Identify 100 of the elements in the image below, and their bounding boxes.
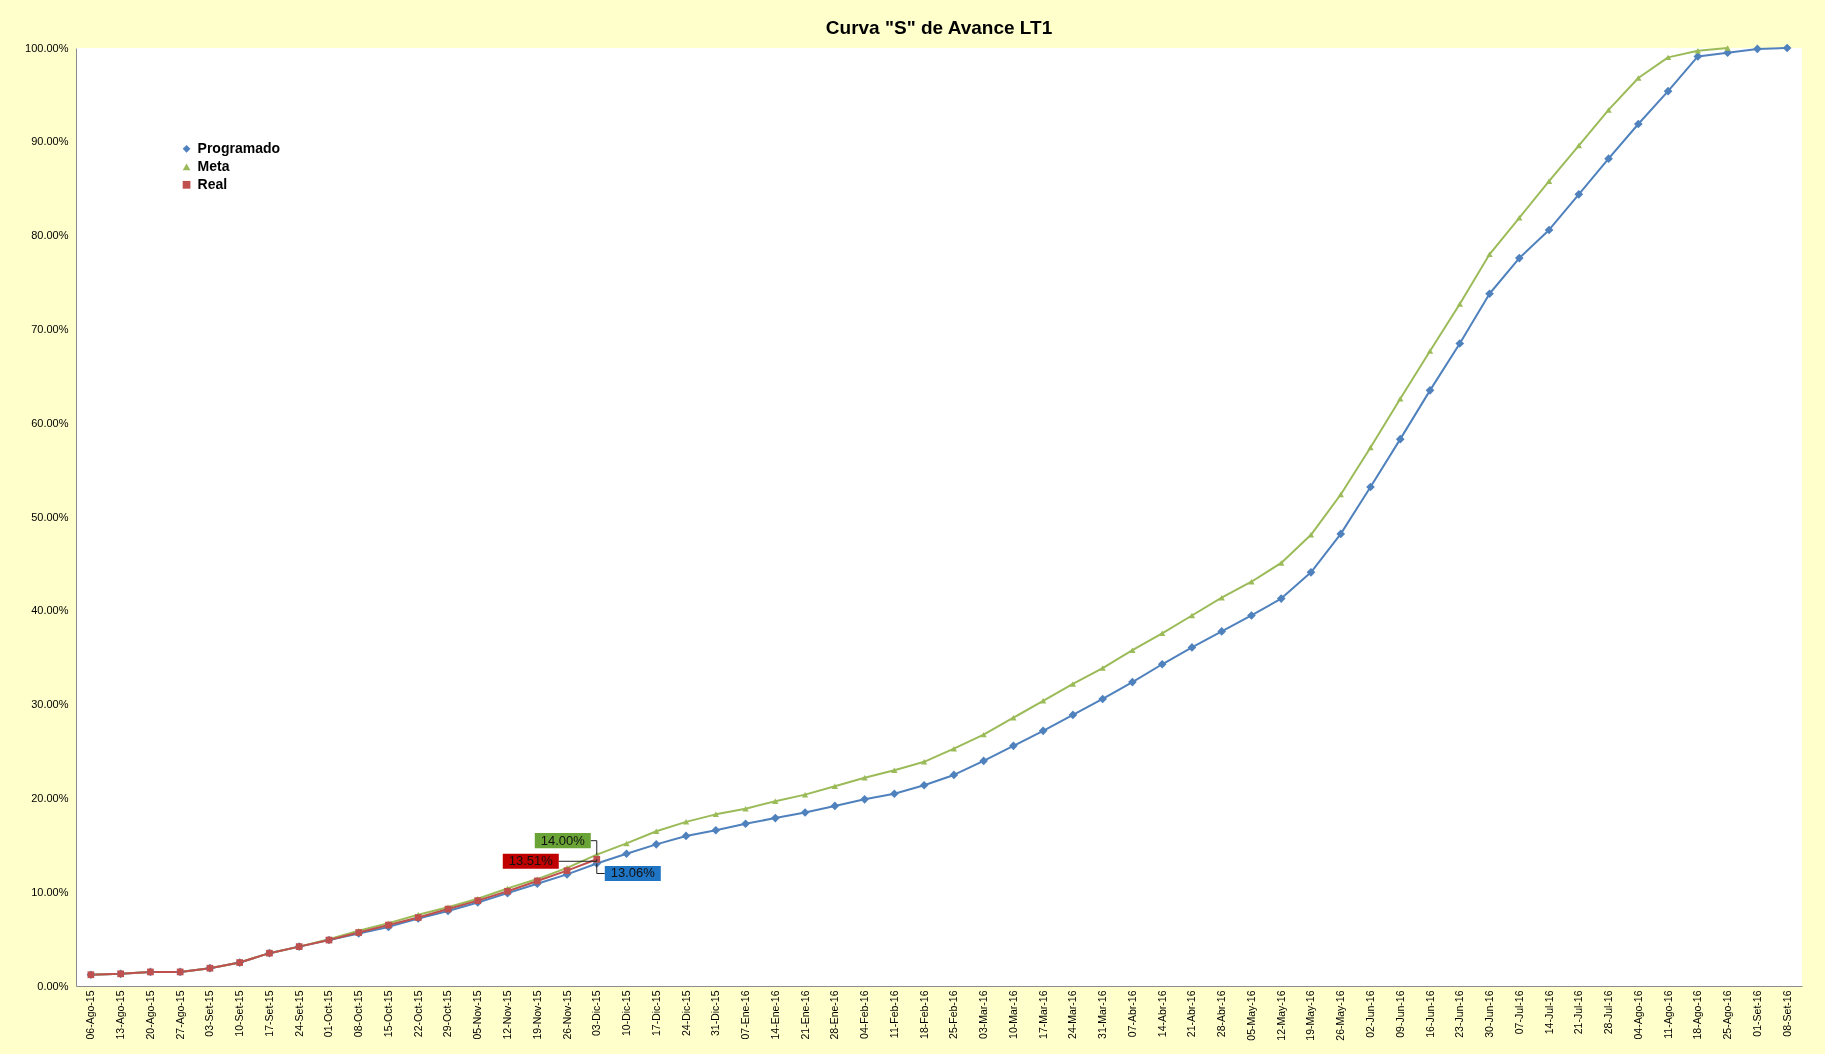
x-tick-label: 24-Set-15 bbox=[292, 990, 305, 1037]
point bbox=[1455, 339, 1465, 348]
data-label: 13.06% bbox=[610, 865, 656, 881]
x-tick-label: 21-Jul-16 bbox=[1572, 990, 1585, 1035]
point bbox=[651, 840, 661, 849]
point bbox=[622, 849, 631, 859]
x-tick-label: 05-Nov-15 bbox=[471, 990, 484, 1040]
y-tick-label: 10.00% bbox=[31, 885, 69, 898]
x-tick-label: 03-Set-15 bbox=[203, 990, 216, 1037]
point bbox=[1545, 178, 1553, 184]
x-tick-label: 26-Nov-15 bbox=[560, 990, 573, 1040]
y-tick-label: 100.00% bbox=[25, 41, 69, 54]
point bbox=[1663, 86, 1673, 96]
x-tick-label: 12-Nov-15 bbox=[501, 990, 513, 1040]
point bbox=[1395, 434, 1405, 444]
x-tick-label: 09-Jun-16 bbox=[1393, 990, 1406, 1038]
x-tick-label: 19-May-16 bbox=[1304, 990, 1317, 1041]
x-tick-label: 23-Jun-16 bbox=[1453, 990, 1466, 1038]
point bbox=[1426, 348, 1434, 354]
y-tick-label: 70.00% bbox=[31, 322, 69, 335]
x-tick-label: 25-Ago-16 bbox=[1721, 990, 1734, 1040]
x-tick-label: 31-Mar-16 bbox=[1096, 990, 1109, 1039]
point bbox=[1724, 45, 1731, 51]
point bbox=[891, 767, 898, 773]
y-tick-label: 20.00% bbox=[31, 791, 69, 804]
point bbox=[1397, 396, 1404, 402]
point bbox=[772, 798, 779, 804]
x-tick-label: 18-Feb-16 bbox=[917, 990, 930, 1039]
x-tick-label: 14-Abr-16 bbox=[1155, 990, 1168, 1038]
point bbox=[1247, 611, 1256, 620]
point bbox=[1485, 289, 1494, 299]
point bbox=[1039, 698, 1047, 704]
point bbox=[861, 775, 868, 781]
point bbox=[771, 813, 780, 823]
x-tick-label: 17-Dic-15 bbox=[649, 990, 662, 1037]
x-tick-label: 26-May-16 bbox=[1334, 990, 1347, 1041]
x-tick-label: 14-Ene-16 bbox=[768, 990, 781, 1040]
x-tick-label: 08-Oct-15 bbox=[352, 990, 365, 1038]
point bbox=[1276, 594, 1286, 603]
x-tick-label: 30-Jun-16 bbox=[1483, 990, 1496, 1038]
point bbox=[1217, 627, 1227, 636]
x-tick-label: 07-Jul-16 bbox=[1512, 990, 1525, 1035]
legend-label: Meta bbox=[197, 157, 230, 174]
point bbox=[1306, 568, 1316, 577]
x-tick-label: 27-Ago-15 bbox=[173, 990, 186, 1040]
x-tick-label: 17-Mar-16 bbox=[1036, 990, 1049, 1039]
point bbox=[1694, 48, 1702, 54]
data-label: 13.51% bbox=[508, 853, 554, 869]
point bbox=[1544, 225, 1554, 235]
x-tick-label: 15-Oct-15 bbox=[381, 990, 394, 1038]
y-tick-label: 0.00% bbox=[37, 979, 69, 992]
x-tick-label: 13-Ago-15 bbox=[114, 990, 127, 1040]
x-tick-label: 22-Oct-15 bbox=[411, 990, 424, 1038]
x-tick-label: 25-Feb-16 bbox=[947, 990, 960, 1039]
legend-label: Programado bbox=[197, 139, 281, 156]
y-tick-label: 50.00% bbox=[31, 510, 69, 523]
x-tick-label: 07-Abr-16 bbox=[1125, 990, 1138, 1038]
point bbox=[1516, 215, 1523, 221]
point bbox=[653, 828, 660, 834]
point bbox=[1604, 154, 1613, 164]
point bbox=[682, 819, 690, 825]
x-tick-label: 03-Dic-15 bbox=[590, 990, 603, 1037]
point bbox=[1456, 301, 1463, 307]
point bbox=[830, 801, 840, 811]
x-tick-label: 20-Ago-15 bbox=[143, 990, 156, 1040]
point bbox=[1068, 710, 1078, 720]
legend-label: Real bbox=[197, 175, 228, 192]
x-tick-label: 06-Ago-15 bbox=[84, 990, 97, 1040]
x-tick-label: 02-Jun-16 bbox=[1364, 990, 1376, 1038]
point bbox=[1157, 659, 1167, 669]
x-tick-label: 21-Ene-16 bbox=[798, 990, 811, 1040]
point bbox=[1129, 647, 1136, 653]
x-tick-label: 05-May-16 bbox=[1244, 990, 1257, 1041]
point bbox=[831, 783, 839, 789]
point bbox=[1187, 643, 1197, 652]
point bbox=[890, 789, 899, 799]
point bbox=[979, 756, 988, 766]
point bbox=[1782, 43, 1792, 53]
y-tick-label: 40.00% bbox=[31, 604, 69, 617]
point bbox=[920, 759, 928, 765]
x-tick-label: 10-Mar-16 bbox=[1006, 990, 1019, 1039]
point bbox=[741, 819, 750, 829]
point bbox=[1635, 75, 1642, 81]
data-label: 14.00% bbox=[540, 832, 586, 848]
x-tick-label: 14-Jul-16 bbox=[1542, 990, 1555, 1035]
x-tick-label: 21-Abr-16 bbox=[1185, 990, 1198, 1038]
x-tick-label: 11-Ago-16 bbox=[1661, 990, 1674, 1039]
y-tick-label: 80.00% bbox=[31, 229, 69, 242]
point bbox=[712, 811, 719, 818]
point bbox=[1069, 681, 1077, 687]
point bbox=[623, 840, 630, 847]
x-tick-label: 03-Mar-16 bbox=[977, 990, 990, 1039]
x-tick-label: 10-Dic-15 bbox=[620, 990, 633, 1037]
x-tick-label: 08-Set-16 bbox=[1780, 990, 1793, 1037]
point bbox=[1307, 532, 1315, 538]
point bbox=[860, 795, 869, 804]
point bbox=[1753, 44, 1762, 54]
x-tick-label: 29-Oct-15 bbox=[441, 990, 454, 1038]
x-tick-label: 04-Ago-16 bbox=[1631, 990, 1644, 1040]
x-tick-label: 12-May-16 bbox=[1274, 990, 1287, 1041]
